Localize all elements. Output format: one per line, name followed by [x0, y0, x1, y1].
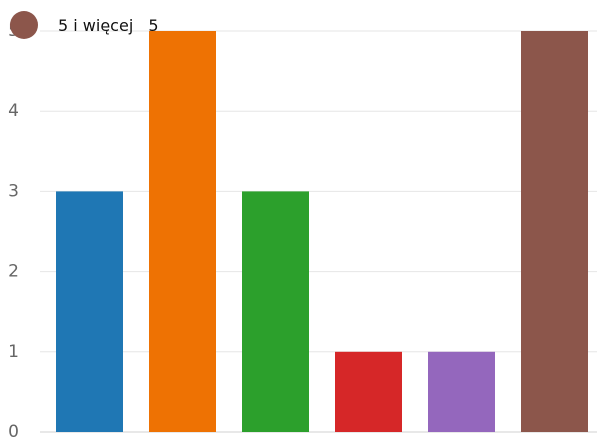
- y-tick-label: 0: [8, 422, 19, 441]
- y-tick-label: 3: [8, 181, 19, 201]
- tooltip-value: 5: [148, 16, 158, 35]
- bar[interactable]: [149, 31, 216, 432]
- bar[interactable]: [56, 191, 123, 432]
- y-tick-label: 1: [8, 342, 19, 362]
- tooltip-label: 5 i więcej: [58, 16, 133, 35]
- bar[interactable]: [242, 191, 309, 432]
- tooltip-swatch-icon: [10, 11, 38, 39]
- y-tick-label: 2: [8, 262, 19, 282]
- y-tick-label: 4: [8, 101, 19, 121]
- bar[interactable]: [335, 351, 402, 432]
- bars: [56, 31, 588, 432]
- bar[interactable]: [521, 31, 588, 432]
- grid-lines: [40, 30, 597, 433]
- tooltip-text: 5 i więcej 5: [58, 16, 159, 35]
- bar[interactable]: [428, 351, 495, 432]
- tooltip: 5 i więcej 5: [10, 11, 159, 39]
